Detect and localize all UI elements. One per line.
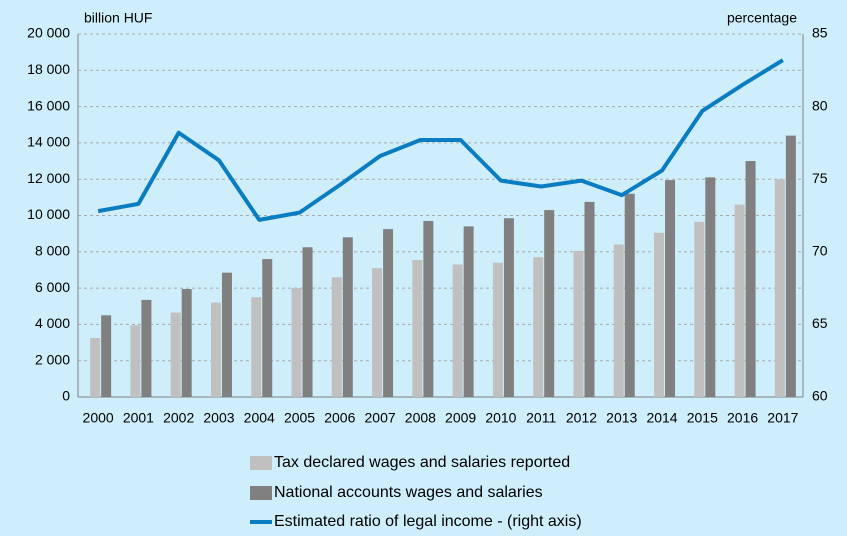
y2-tick-label: 85 [812,25,828,41]
bar [291,288,302,397]
y2-tick-label: 70 [812,243,828,259]
y-tick-label: 14 000 [27,134,70,150]
bar [665,180,676,397]
bar [463,226,474,397]
bar [342,237,353,397]
bar [654,232,665,397]
bar [533,257,544,397]
bar [331,277,342,397]
bar [262,259,273,397]
x-tick-label: 2015 [687,410,718,426]
y-tick-label: 12 000 [27,170,70,186]
bar [452,264,463,397]
bar [734,204,745,397]
y2-tick-label: 60 [812,388,828,404]
legend-label: Estimated ratio of legal income - (right… [274,513,582,530]
y-tick-label: 18 000 [27,61,70,77]
bar [221,272,232,397]
y-tick-label: 6 000 [35,279,70,295]
y-tick-label: 2 000 [35,351,70,367]
bar [170,312,181,397]
y2-axis-label: percentage [727,10,797,26]
bar [372,268,383,397]
bar [492,262,503,397]
bar [705,177,716,397]
bar [774,179,785,397]
x-tick-label: 2001 [123,410,154,426]
x-tick-label: 2009 [445,410,476,426]
y-tick-label: 16 000 [27,97,70,113]
y2-tick-label: 65 [812,315,828,331]
bar [785,135,796,397]
x-tick-label: 2007 [365,410,396,426]
legend-swatch [250,456,272,470]
bar [101,315,112,397]
bar [573,250,584,397]
x-tick-label: 2000 [83,410,114,426]
bar [624,193,635,397]
bar [302,247,313,397]
x-tick-label: 2013 [606,410,637,426]
y-tick-label: 10 000 [27,206,70,222]
x-tick-label: 2006 [324,410,355,426]
bar [423,220,434,397]
y-axis-label: billion HUF [84,10,152,26]
bar [210,302,221,397]
bar [613,244,624,397]
y-tick-label: 8 000 [35,243,70,259]
legend-label: National accounts wages and salaries [274,484,543,501]
x-tick-label: 2012 [566,410,597,426]
x-tick-label: 2010 [485,410,516,426]
x-tick-label: 2004 [244,410,275,426]
x-tick-label: 2008 [405,410,436,426]
x-tick-label: 2005 [284,410,315,426]
x-tick-label: 2016 [727,410,758,426]
line [97,58,784,222]
bar [584,201,595,397]
x-tick-label: 2002 [163,410,194,426]
bar [383,229,394,397]
y-tick-label: 0 [62,388,70,404]
x-tick-label: 2011 [526,410,556,426]
bar [141,299,152,397]
legend-swatch [250,486,272,500]
bar [694,221,705,397]
bar [412,259,423,397]
x-tick-label: 2017 [767,410,798,426]
x-tick-label: 2014 [646,410,677,426]
bar [181,289,192,397]
bar [90,338,101,397]
x-tick-label: 2003 [203,410,234,426]
y-tick-label: 4 000 [35,315,70,331]
y-tick-label: 20 000 [27,25,70,41]
bar [251,297,262,397]
bar [503,218,514,397]
y2-tick-label: 80 [812,97,828,113]
y2-tick-label: 75 [812,170,828,186]
bar [544,210,555,397]
bar [745,161,756,397]
bar [130,325,141,397]
legend-label: Tax declared wages and salaries reported [274,454,570,471]
